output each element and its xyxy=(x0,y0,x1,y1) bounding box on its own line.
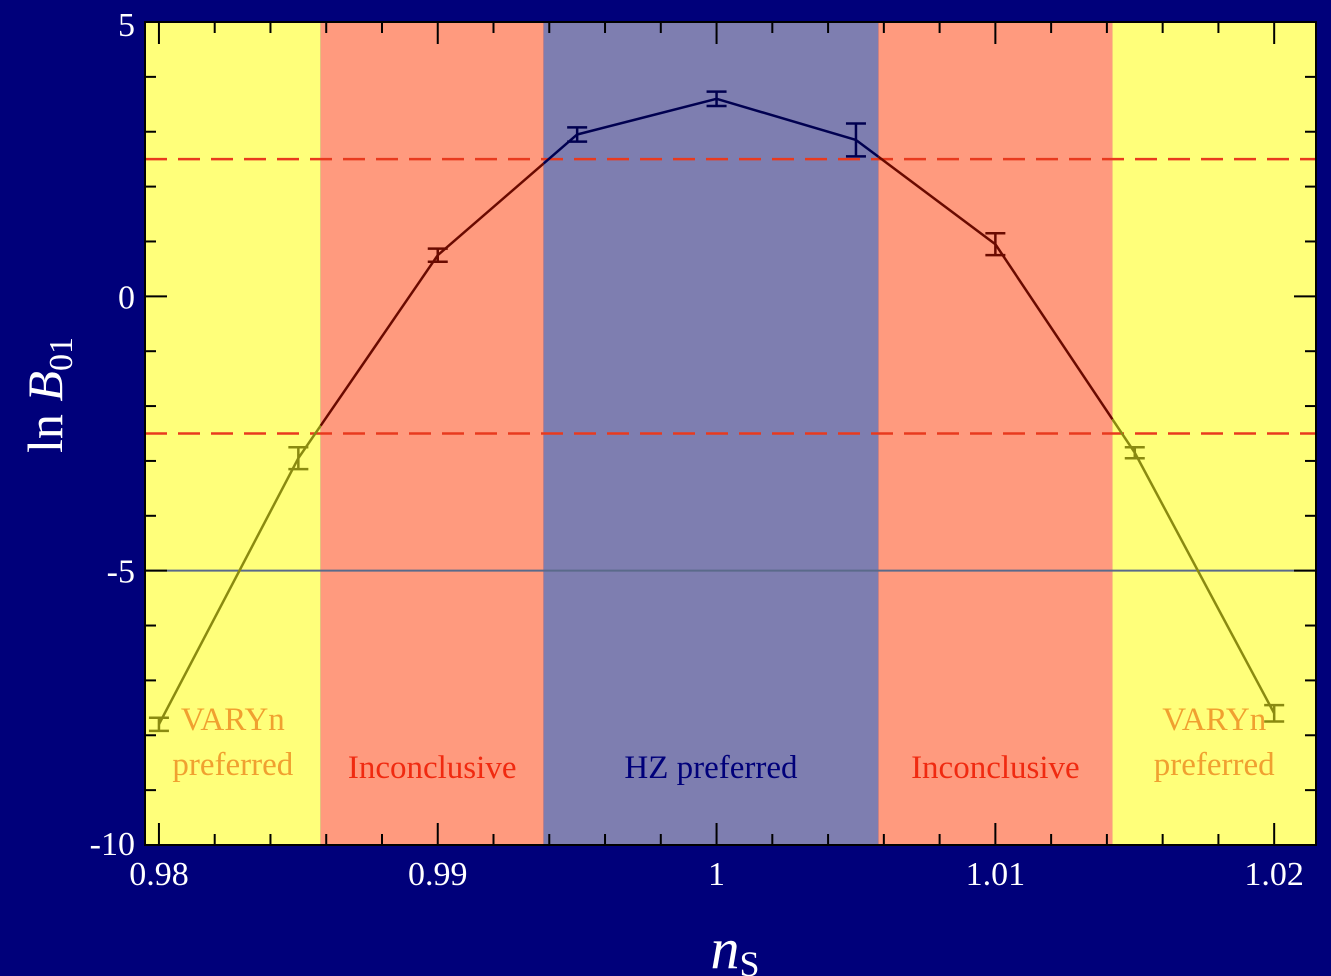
series-line-segment xyxy=(319,254,439,427)
x-tick-label: 1.02 xyxy=(1244,856,1304,893)
series-line-segment xyxy=(157,457,300,725)
series-line-segment xyxy=(716,97,857,142)
x-axis-title: nS xyxy=(710,916,759,976)
x-tick-label: 1 xyxy=(708,856,725,893)
y-axis-title-var: B xyxy=(17,371,73,402)
y-tick-label: 5 xyxy=(118,7,135,44)
series-line-segment xyxy=(436,162,545,257)
region-label-1-0: Inconclusive xyxy=(348,750,517,786)
series-line-segment xyxy=(542,133,578,165)
series-line-segment xyxy=(877,155,997,246)
data-series xyxy=(148,90,1285,733)
series-line-segment xyxy=(576,97,717,136)
axes: 0.98 0.99 1 1.01 1.02 -10 -5 0 5 xyxy=(90,7,1317,893)
x-tick-label: 0.98 xyxy=(129,856,189,893)
region-labels: VARYn preferred Inconclusive HZ preferred In… xyxy=(172,702,1275,786)
series-line-segment xyxy=(855,138,880,158)
x-tick-label: 1.01 xyxy=(966,856,1026,893)
series-line-segment xyxy=(297,425,322,459)
region-label-2-0: HZ preferred xyxy=(624,750,798,786)
region-label-4-0: VARYn xyxy=(1162,702,1266,738)
y-tick-label: 0 xyxy=(118,279,135,316)
x-tick-label: 0.99 xyxy=(408,856,468,893)
y-axis-title-sub: 01 xyxy=(43,337,80,371)
series-line-segment xyxy=(1133,452,1276,714)
y-tick-label: -10 xyxy=(90,826,135,863)
x-axis-title-sub: S xyxy=(739,944,759,976)
y-axis-title: ln B01 xyxy=(17,337,80,453)
y-axis-title-main: ln xyxy=(17,402,73,453)
region-label-4-1: preferred xyxy=(1154,747,1275,783)
region-label-0-0: VARYn xyxy=(181,702,285,738)
x-axis-title-main: n xyxy=(710,916,739,976)
series-line-segment xyxy=(994,243,1114,421)
region-label-0-1: preferred xyxy=(172,747,293,783)
y-tick-label: -5 xyxy=(107,554,135,591)
plot-frame xyxy=(144,21,1317,846)
region-label-3-0: Inconclusive xyxy=(911,750,1080,786)
